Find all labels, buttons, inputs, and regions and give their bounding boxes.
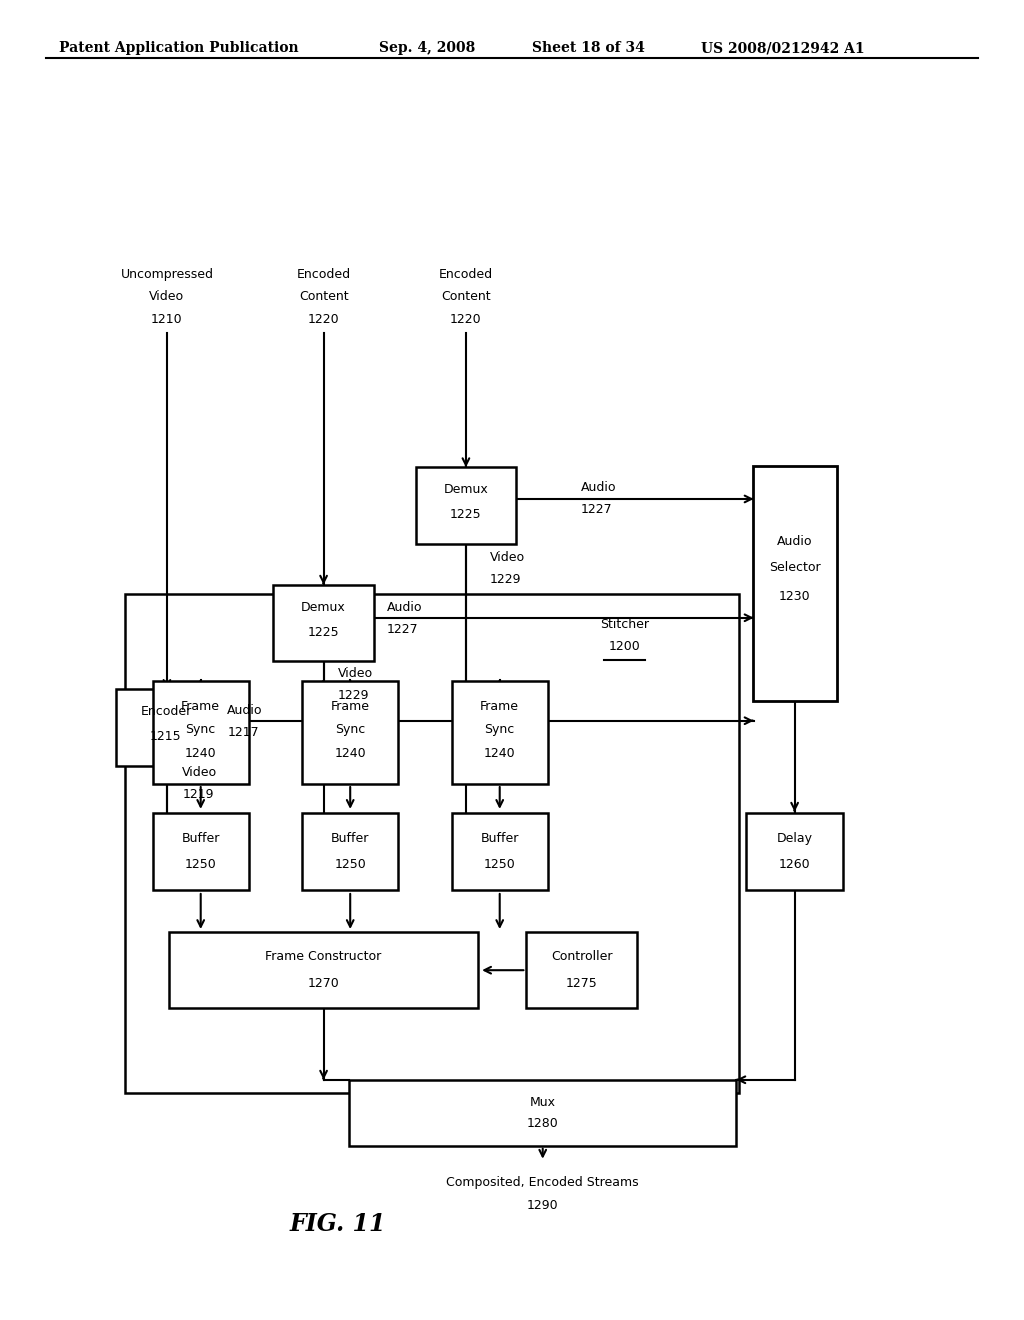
Text: 1229: 1229: [338, 689, 370, 702]
Text: Video: Video: [338, 667, 373, 680]
Text: 1210: 1210: [152, 313, 182, 326]
Text: 1220: 1220: [308, 313, 339, 326]
Text: Sync: Sync: [484, 723, 515, 737]
Text: 1215: 1215: [151, 730, 181, 743]
Text: Content: Content: [299, 290, 348, 304]
Text: Audio: Audio: [387, 601, 423, 614]
Text: Mux: Mux: [529, 1096, 556, 1109]
Text: Video: Video: [182, 766, 217, 779]
Text: 1270: 1270: [307, 977, 340, 990]
Text: 1227: 1227: [387, 623, 419, 636]
Bar: [452, 813, 548, 890]
Text: 1250: 1250: [483, 858, 516, 871]
Text: Encoder: Encoder: [140, 705, 191, 718]
Text: 1229: 1229: [489, 573, 521, 586]
Text: Uncompressed: Uncompressed: [121, 268, 213, 281]
Text: Frame: Frame: [331, 700, 370, 713]
Text: Patent Application Publication: Patent Application Publication: [59, 41, 299, 55]
Bar: [116, 689, 216, 766]
Bar: [273, 585, 374, 661]
Text: 1225: 1225: [451, 508, 481, 521]
Bar: [125, 594, 739, 1093]
Text: 1240: 1240: [185, 747, 216, 760]
Text: 1200: 1200: [608, 640, 641, 653]
Text: Selector: Selector: [769, 561, 820, 574]
Text: Demux: Demux: [443, 483, 488, 496]
Text: 1227: 1227: [581, 503, 612, 516]
Text: Controller: Controller: [551, 950, 612, 964]
Text: Video: Video: [489, 550, 524, 564]
Bar: [169, 932, 478, 1008]
Text: 1280: 1280: [526, 1117, 559, 1130]
Text: 1217: 1217: [227, 726, 259, 739]
Text: 1250: 1250: [334, 858, 367, 871]
Text: 1240: 1240: [484, 747, 515, 760]
Text: Audio: Audio: [581, 480, 616, 494]
Text: Buffer: Buffer: [331, 832, 370, 845]
Text: Encoded: Encoded: [439, 268, 493, 281]
Text: Frame: Frame: [181, 700, 220, 713]
Bar: [153, 813, 249, 890]
Text: 1219: 1219: [182, 788, 214, 801]
Text: Video: Video: [150, 290, 184, 304]
Bar: [302, 813, 398, 890]
Text: FIG. 11: FIG. 11: [290, 1212, 386, 1236]
Text: Sheet 18 of 34: Sheet 18 of 34: [532, 41, 645, 55]
Text: Buffer: Buffer: [181, 832, 220, 845]
Bar: [416, 467, 516, 544]
Text: 1240: 1240: [335, 747, 366, 760]
Text: US 2008/0212942 A1: US 2008/0212942 A1: [701, 41, 865, 55]
Bar: [349, 1080, 736, 1146]
Bar: [526, 932, 637, 1008]
Text: Encoded: Encoded: [297, 268, 350, 281]
Text: Demux: Demux: [301, 601, 346, 614]
Text: Audio: Audio: [777, 535, 812, 548]
Bar: [753, 466, 837, 701]
Text: 1230: 1230: [779, 590, 810, 603]
Bar: [302, 681, 398, 784]
Text: 1225: 1225: [308, 626, 339, 639]
Text: Frame Constructor: Frame Constructor: [265, 950, 382, 964]
Text: Sep. 4, 2008: Sep. 4, 2008: [379, 41, 475, 55]
Text: Sync: Sync: [335, 723, 366, 737]
Text: 1290: 1290: [527, 1199, 558, 1212]
Bar: [746, 813, 843, 890]
Text: Frame: Frame: [480, 700, 519, 713]
Text: Delay: Delay: [776, 832, 813, 845]
Text: 1250: 1250: [184, 858, 217, 871]
Text: Stitcher: Stitcher: [600, 618, 649, 631]
Text: Composited, Encoded Streams: Composited, Encoded Streams: [446, 1176, 639, 1189]
Bar: [153, 681, 249, 784]
Text: Content: Content: [441, 290, 490, 304]
Text: Audio: Audio: [227, 704, 263, 717]
Text: 1220: 1220: [451, 313, 481, 326]
Bar: [452, 681, 548, 784]
Text: Buffer: Buffer: [480, 832, 519, 845]
Text: 1275: 1275: [565, 977, 598, 990]
Text: Sync: Sync: [185, 723, 216, 737]
Text: 1260: 1260: [779, 858, 810, 871]
